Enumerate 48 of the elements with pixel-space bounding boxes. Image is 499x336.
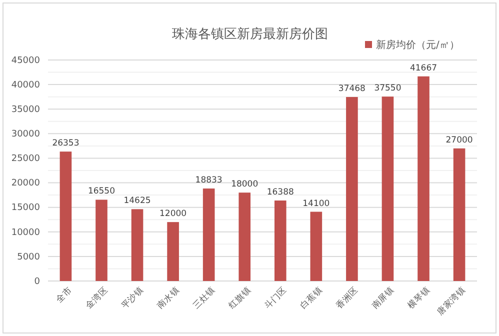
y-tick-label: 0: [34, 276, 40, 287]
bar: [167, 222, 179, 281]
data-label: 37468: [338, 84, 366, 94]
bar: [202, 188, 215, 281]
x-tick-label: 三灶镇: [190, 284, 218, 312]
x-tick-label: 全市: [54, 284, 74, 305]
legend-label: 新房均价（元/㎡）: [376, 39, 460, 51]
data-label: 41667: [410, 63, 438, 74]
bar: [60, 152, 72, 281]
x-tick-label: 斗门区: [262, 284, 290, 312]
bar: [310, 212, 322, 281]
x-tick-label: 白蕉镇: [298, 284, 325, 312]
bar: [418, 76, 430, 281]
y-tick-label: 10000: [11, 228, 40, 238]
x-tick-label: 金湾区: [83, 284, 110, 312]
y-tick-label: 5000: [17, 252, 40, 262]
x-tick-label: 横琴镇: [405, 284, 432, 312]
chart-title: 珠海各镇区新房最新房价图: [172, 26, 328, 42]
data-label: 18833: [195, 176, 222, 186]
data-label: 14100: [302, 198, 330, 209]
x-tick-label: 香洲区: [334, 284, 361, 312]
data-label: 12000: [160, 209, 187, 220]
bar: [346, 96, 358, 281]
bar: [274, 200, 286, 281]
data-label: 16550: [88, 186, 116, 197]
y-tick-label: 15000: [11, 203, 40, 214]
bar: [453, 148, 466, 281]
x-tick-label: 红旗镇: [226, 284, 254, 312]
data-label: 37550: [374, 84, 402, 94]
data-label: 18000: [231, 180, 258, 190]
data-label: 14625: [124, 196, 151, 206]
x-tick-label: 南屏镇: [370, 284, 396, 312]
data-label: 26353: [52, 138, 80, 149]
y-tick-label: 30000: [11, 130, 40, 140]
y-tick-label: 45000: [11, 56, 40, 66]
bar: [238, 192, 251, 281]
x-tick-label: 唐家湾镇: [434, 284, 468, 318]
bar: [96, 200, 108, 281]
y-tick-label: 35000: [11, 104, 40, 115]
data-label: 27000: [446, 135, 473, 146]
y-tick-label: 25000: [11, 154, 40, 164]
bar: [131, 209, 144, 281]
y-tick-label: 40000: [11, 80, 40, 90]
x-tick-label: 平沙镇: [119, 284, 146, 312]
x-tick-label: 南水镇: [154, 284, 182, 312]
bar: [382, 96, 394, 281]
data-label: 16388: [266, 188, 294, 198]
y-tick-label: 20000: [11, 178, 40, 189]
